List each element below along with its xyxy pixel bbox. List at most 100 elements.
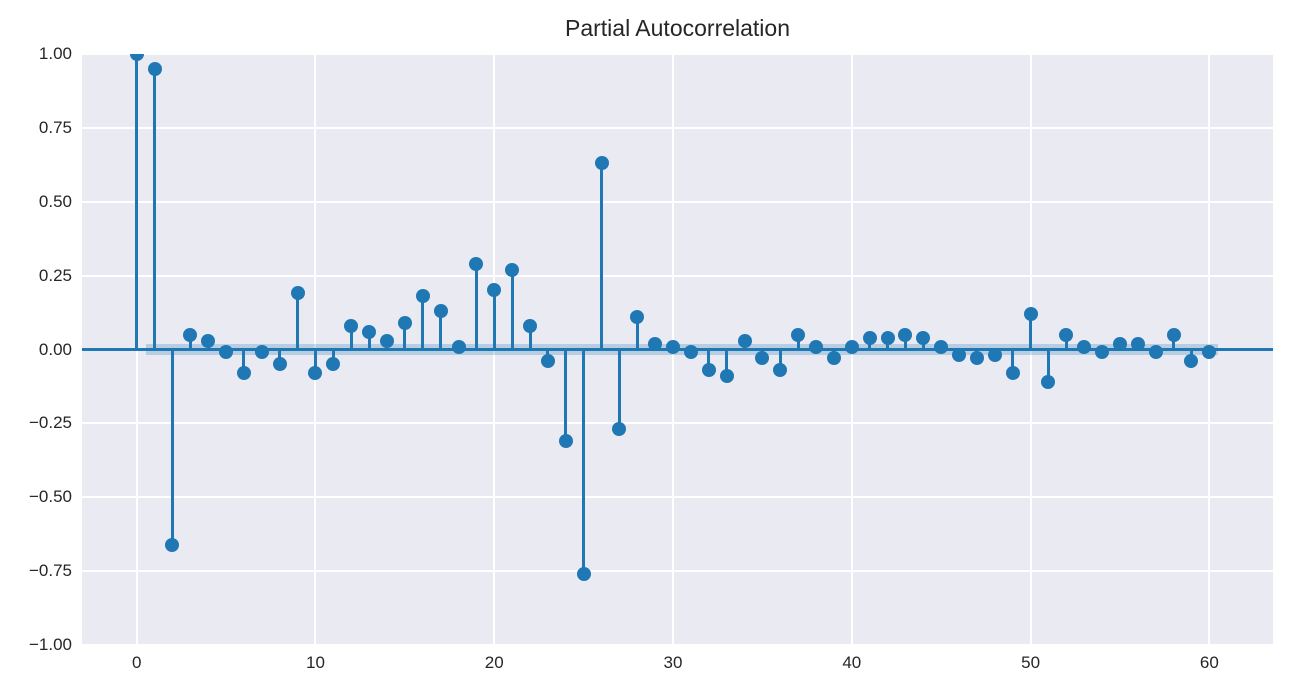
stem	[278, 349, 282, 365]
stem	[349, 325, 353, 350]
gridline-y	[82, 274, 1273, 277]
x-tick-label: 60	[1199, 653, 1219, 672]
stem-marker	[1148, 345, 1163, 360]
stem	[403, 322, 407, 350]
y-tick-label: −0.25	[28, 413, 72, 433]
stem	[296, 293, 300, 350]
stem-marker	[165, 537, 180, 552]
y-tick-label: −0.50	[28, 487, 72, 507]
stem	[1064, 334, 1068, 350]
stem-marker	[1005, 366, 1020, 381]
stem-marker	[1095, 345, 1110, 360]
stem	[1172, 334, 1176, 350]
stem-marker	[952, 348, 967, 363]
stem-marker	[201, 333, 216, 348]
x-tick-label: 30	[663, 653, 683, 672]
stem	[135, 54, 139, 350]
stem-marker	[326, 357, 341, 372]
x-tick-label: 0	[131, 653, 142, 672]
gridline-y	[82, 422, 1273, 425]
stem-marker	[719, 369, 734, 384]
x-tick-label: 50	[1021, 653, 1041, 672]
stem-marker	[826, 351, 841, 366]
stem-marker	[844, 339, 859, 354]
stem	[331, 349, 335, 365]
stem-marker	[362, 324, 377, 339]
y-tick-label: 0.00	[38, 339, 72, 359]
chart-title: Partial Autocorrelation	[564, 15, 790, 41]
stem-marker	[612, 422, 627, 437]
stem-marker	[773, 363, 788, 378]
gridline-y	[82, 644, 1273, 645]
stem-marker	[666, 339, 681, 354]
gridline-y	[82, 496, 1273, 499]
stem-marker	[862, 330, 877, 345]
stem-marker	[594, 156, 609, 171]
stem	[510, 269, 514, 350]
y-tick-label: −0.75	[28, 561, 72, 581]
stem-marker	[1184, 354, 1199, 369]
stem	[421, 296, 425, 350]
stem-marker	[558, 434, 573, 449]
stem	[492, 290, 496, 350]
stem-marker	[540, 354, 555, 369]
stem-marker	[1166, 327, 1181, 342]
stem-marker	[737, 333, 752, 348]
stem-marker	[987, 348, 1002, 363]
y-tick-label: 0.75	[38, 117, 72, 137]
stem-marker	[344, 318, 359, 333]
stem-marker	[880, 330, 895, 345]
stem	[1029, 314, 1033, 350]
stem	[474, 263, 478, 350]
y-tick-label: −1.00	[28, 635, 72, 654]
stem-marker	[129, 54, 144, 61]
stem-marker	[1059, 327, 1074, 342]
stem-marker	[379, 333, 394, 348]
stem-marker	[487, 283, 502, 298]
stem-marker	[236, 366, 251, 381]
stem	[796, 334, 800, 350]
y-tick-label: 1.00	[38, 44, 72, 63]
stem	[1011, 349, 1015, 374]
gridline-y	[82, 54, 1273, 55]
stem-marker	[1023, 307, 1038, 322]
stem	[188, 334, 192, 350]
stem-marker	[1112, 336, 1127, 351]
stem-marker	[916, 330, 931, 345]
x-tick-label: 20	[484, 653, 504, 672]
stem-marker	[576, 567, 591, 582]
stem-marker	[308, 366, 323, 381]
stem	[903, 334, 907, 350]
stem-marker	[755, 351, 770, 366]
stem-marker	[451, 339, 466, 354]
stem	[564, 349, 568, 442]
stem-marker	[290, 286, 305, 301]
stem	[582, 349, 586, 575]
gridline-y	[82, 126, 1273, 129]
stem-marker	[1202, 345, 1217, 360]
stem-marker	[630, 309, 645, 324]
stem	[439, 311, 443, 350]
stem-marker	[397, 315, 412, 330]
stem-marker	[523, 318, 537, 333]
plot-area	[82, 54, 1273, 645]
y-tick-label: 0.50	[38, 191, 72, 211]
stem	[1046, 349, 1050, 382]
stem	[635, 316, 639, 350]
stem	[153, 68, 157, 350]
stem-marker	[219, 345, 234, 360]
stem-marker	[1130, 336, 1145, 351]
stem-marker	[1077, 339, 1092, 354]
stem	[600, 163, 604, 350]
stem-marker	[272, 357, 287, 372]
stem-marker	[683, 345, 698, 360]
stem-marker	[701, 363, 716, 378]
stem	[725, 349, 729, 377]
gridline-y	[82, 200, 1273, 203]
stem-marker	[791, 327, 806, 342]
stem-marker	[1041, 375, 1056, 389]
stem-marker	[809, 339, 824, 354]
x-tick-label: 40	[842, 653, 862, 672]
stem-marker	[254, 345, 269, 360]
stem	[778, 349, 782, 371]
